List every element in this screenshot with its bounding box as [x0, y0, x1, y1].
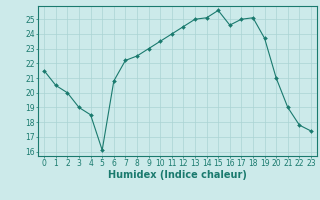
X-axis label: Humidex (Indice chaleur): Humidex (Indice chaleur)	[108, 170, 247, 180]
